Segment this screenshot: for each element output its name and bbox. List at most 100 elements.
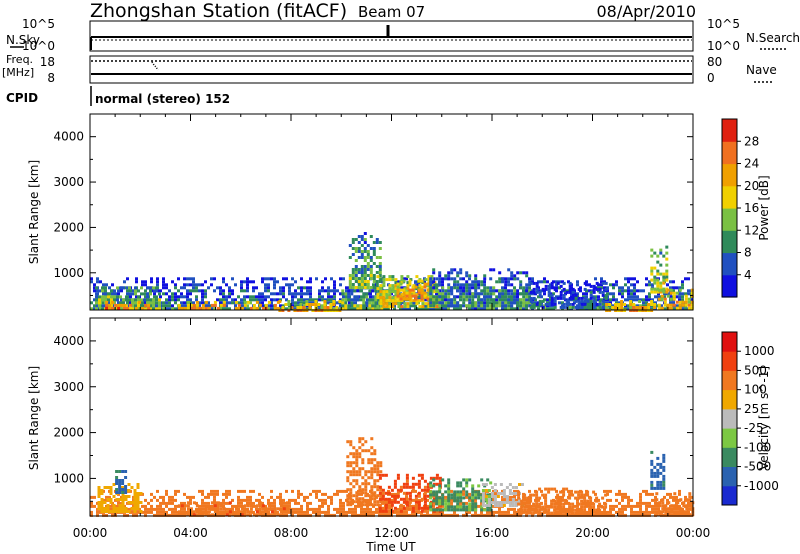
data-cell — [549, 513, 552, 517]
data-cell — [189, 298, 192, 302]
data-cell — [662, 278, 666, 282]
data-cell — [357, 235, 361, 238]
data-cell — [117, 301, 120, 305]
data-cell — [356, 304, 360, 308]
data-cell — [627, 280, 630, 284]
data-cell — [468, 295, 472, 299]
data-cell — [258, 513, 262, 517]
data-cell — [97, 492, 101, 495]
data-cell — [306, 289, 309, 293]
data-cell — [95, 286, 98, 290]
data-cell — [571, 502, 575, 506]
data-cell — [468, 505, 472, 509]
data-cell — [213, 489, 216, 493]
data-cell — [243, 295, 246, 299]
data-cell — [636, 289, 639, 293]
cpid-row: CPID normal (stereo) 152 — [6, 86, 230, 106]
data-cell — [297, 507, 300, 511]
data-cell — [525, 307, 528, 311]
data-cell — [456, 283, 460, 287]
data-cell — [119, 307, 122, 311]
data-cell — [645, 507, 648, 511]
data-cell — [344, 307, 348, 311]
data-cell — [204, 304, 207, 308]
data-cell — [518, 483, 521, 486]
data-cell — [261, 295, 264, 299]
data-cell — [349, 494, 353, 498]
data-cell — [300, 295, 303, 299]
data-cell — [324, 277, 327, 281]
data-cell — [420, 307, 423, 311]
data-cell — [344, 292, 348, 296]
data-cell — [382, 299, 386, 303]
data-cell — [330, 498, 333, 502]
data-cell — [171, 304, 174, 308]
data-cell — [487, 489, 491, 492]
data-cell — [358, 503, 362, 507]
data-cell — [601, 496, 605, 500]
data-cell — [207, 504, 210, 508]
data-cell — [168, 307, 171, 311]
data-cell — [225, 295, 228, 299]
data-cell — [222, 303, 226, 307]
data-cell — [468, 492, 471, 496]
data-cell — [108, 495, 111, 499]
data-cell — [540, 507, 543, 511]
data-cell — [282, 510, 286, 514]
data-cell — [136, 483, 140, 486]
data-cell — [378, 241, 382, 244]
colorbar-tick-label: 20 — [744, 179, 759, 193]
data-cell — [300, 510, 303, 514]
data-cell — [546, 298, 549, 302]
data-cell — [624, 492, 627, 496]
data-cell — [112, 507, 116, 510]
data-cell — [510, 298, 514, 302]
data-cell — [571, 302, 575, 306]
data-cell — [189, 510, 193, 514]
data-cell — [543, 298, 546, 302]
data-cell — [462, 283, 465, 287]
data-cell — [577, 299, 581, 303]
data-cell — [387, 506, 391, 510]
data-cell — [568, 502, 572, 506]
data-cell — [342, 489, 345, 493]
data-cell — [366, 274, 370, 277]
data-cell — [213, 507, 216, 511]
data-cell — [355, 449, 359, 453]
data-cell — [90, 301, 93, 305]
data-cell — [195, 513, 199, 517]
data-cell — [376, 473, 380, 477]
data-cell — [147, 510, 150, 514]
data-cell — [672, 291, 676, 295]
data-cell — [450, 298, 454, 302]
data-cell — [487, 498, 491, 501]
data-cell — [435, 307, 438, 311]
data-cell — [486, 304, 490, 308]
data-cell — [279, 307, 282, 311]
data-cell — [348, 307, 351, 311]
data-cell — [426, 297, 430, 301]
data-cell — [100, 504, 104, 507]
data-cell — [408, 491, 412, 495]
data-cell — [363, 232, 367, 235]
data-cell — [336, 489, 339, 493]
data-cell — [502, 489, 506, 492]
data-cell — [120, 303, 124, 307]
data-cell — [459, 271, 463, 275]
data-cell — [474, 304, 478, 308]
colorbar-cell — [722, 428, 737, 448]
data-cell — [133, 495, 137, 498]
data-cell — [180, 504, 184, 508]
data-cell — [632, 303, 636, 306]
data-cell — [627, 277, 630, 281]
data-cell — [252, 489, 255, 493]
data-cell — [538, 508, 542, 512]
data-cell — [396, 491, 400, 495]
data-cell — [636, 510, 639, 514]
data-cell — [246, 513, 250, 517]
data-cell — [653, 275, 657, 279]
data-cell — [636, 280, 639, 284]
data-cell — [679, 507, 683, 511]
data-cell — [303, 498, 306, 502]
data-cell — [133, 492, 137, 495]
